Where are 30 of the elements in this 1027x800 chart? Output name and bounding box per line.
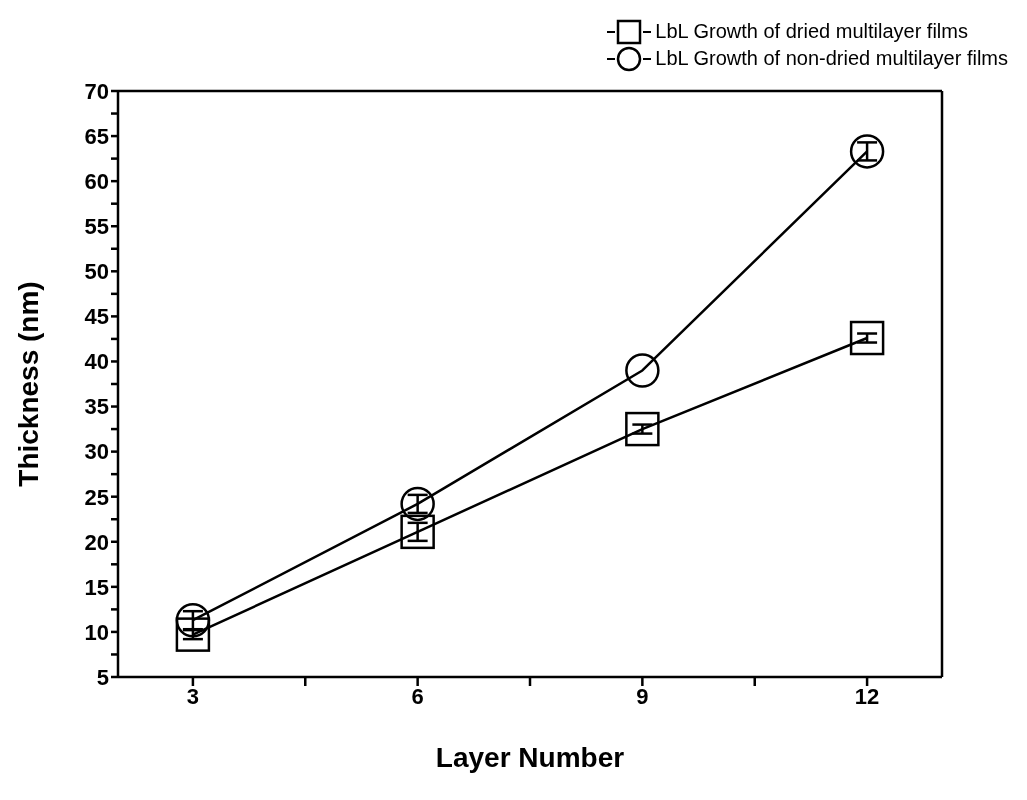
point [400,514,435,550]
x-tick-label: 9 [636,683,649,709]
y-tick-label: 30 [84,439,109,465]
x-tick-label: 6 [411,683,424,709]
x-axis-title: Layer Number [435,742,625,773]
x-tick-label: 3 [186,683,200,709]
y-tick-label: 70 [84,78,109,104]
y-tick-label: 5 [96,664,109,690]
point [625,411,660,447]
y-tick-label: 60 [84,168,109,194]
point [175,602,211,638]
y-tick-label: 25 [84,484,109,510]
y-axis-title: Thickness (nm) [12,281,44,487]
y-tick-label: 35 [84,394,109,420]
legend-label: LbL Growth of dried multilayer films [655,20,968,43]
legend-label: LbL Growth of non-dried multilayer films [655,47,1008,70]
y-tick-label: 40 [84,349,109,375]
point [625,353,660,388]
point [849,134,885,169]
x-tick-label: 12 [854,683,880,709]
y-tick-label: 55 [84,214,109,240]
y-tick-label: 45 [84,304,109,330]
y-tick-label: 20 [84,529,109,555]
y-tick-label: 15 [84,574,109,600]
y-tick-label: 10 [84,619,109,645]
point [175,617,211,652]
point [849,320,885,356]
y-tick-label: 65 [84,123,109,149]
y-tick-label: 50 [84,259,109,285]
point [400,486,435,522]
